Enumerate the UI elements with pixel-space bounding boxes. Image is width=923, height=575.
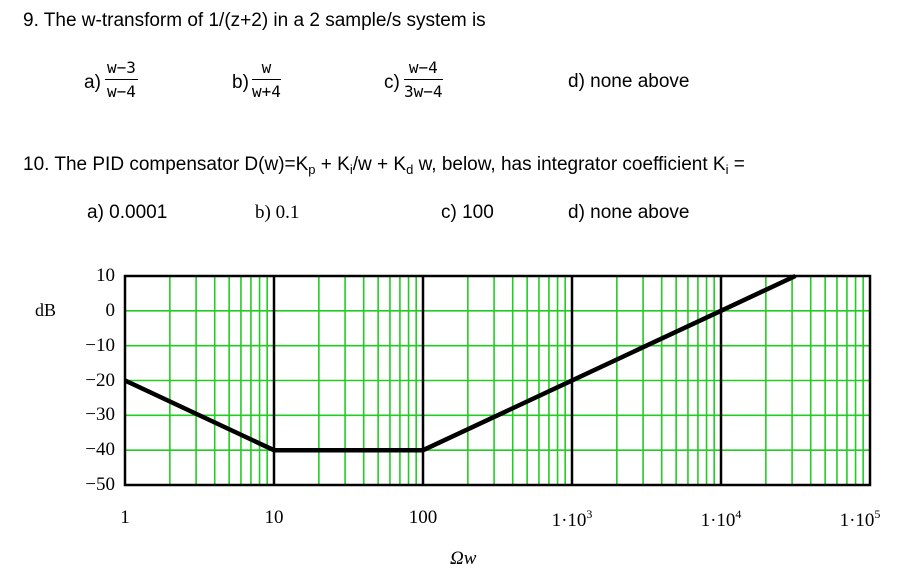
x-tick-mantissa: 1 [120,507,130,528]
magnitude-line [124,273,797,453]
q9-option-a-numerator: w−3 [105,58,138,80]
q9-option-d: d) none above [568,71,690,92]
q10-text: 10. The PID compensator D(w)=Kp + Ki/w +… [23,154,745,177]
plot-frame [123,274,872,487]
q9-option-a-fraction: w−3 w−4 [105,58,138,101]
y-tick-label: 10 [96,265,115,286]
y-tick-label: −30 [85,404,115,426]
q9-option-b-denominator: w+4 [252,82,281,101]
q9-option-c-denominator: 3w−4 [404,82,443,101]
y-tick-label: −20 [85,369,115,391]
q10-sub-i1: i [349,162,353,177]
q10-option-b: b) 0.1 [255,202,300,223]
q9-option-a-denominator: w−4 [107,82,136,101]
x-tick-label: 1·105 [820,507,900,532]
y-tick-label: −10 [85,334,115,356]
x-tick-label: 100 [383,507,463,529]
q10-option-c: c) 100 [441,202,494,223]
x-tick-label: 1·103 [532,507,612,532]
x-tick-mantissa: 10 [264,507,284,528]
q10-sub-d: d [406,162,414,177]
y-tick-label: 0 [105,299,116,321]
grid-minor [125,275,870,486]
x-axis-label-text: Ωw [450,548,477,569]
q10-sub-i2: i [725,162,729,177]
y-axis-label: dB [35,300,57,320]
x-tick-exponent: 3 [586,507,593,521]
x-tick-mantissa: 1·10 [551,510,587,531]
q10-text-mid3: w, below, has integrator coefficient K [413,154,726,175]
x-tick-label: 10 [234,507,314,529]
x-tick-exponent: 5 [874,507,881,521]
q10-text-pre: 10. The PID compensator D(w)=K [23,154,309,175]
x-tick-label: 1 [85,507,165,529]
q10-text-end: = [728,154,745,175]
q10-text-mid1: + K [315,154,350,175]
q9-option-c-numerator: w−4 [404,58,443,80]
x-tick-label: 1·104 [681,507,761,532]
q9-option-b-numerator: w [252,58,281,80]
q9-option-b-label: b) [232,72,249,93]
q9-option-c-label: c) [384,72,400,93]
x-axis-label: Ωw [450,548,476,570]
y-tick-label: −50 [85,474,115,495]
q9-option-b-fraction: w w+4 [252,58,281,101]
x-tick-mantissa: 100 [408,507,438,528]
q9-option-a-label: a) [84,72,101,93]
q10-option-d: d) none above [568,202,690,223]
x-tick-exponent: 4 [735,507,742,521]
q10-option-a: a) 0.0001 [87,202,168,223]
plot-border [123,274,872,487]
y-tick-label: −40 [85,439,115,461]
q9-option-c-fraction: w−4 3w−4 [404,58,443,101]
magnitude-curve [124,273,797,453]
q10-sub-p: p [308,162,316,177]
x-tick-mantissa: 1·10 [839,510,875,531]
q10-text-mid2: /w + K [352,154,407,175]
q9-text: 9. The w-transform of 1/(z+2) in a 2 sam… [23,10,486,31]
x-tick-mantissa: 1·10 [700,510,736,531]
